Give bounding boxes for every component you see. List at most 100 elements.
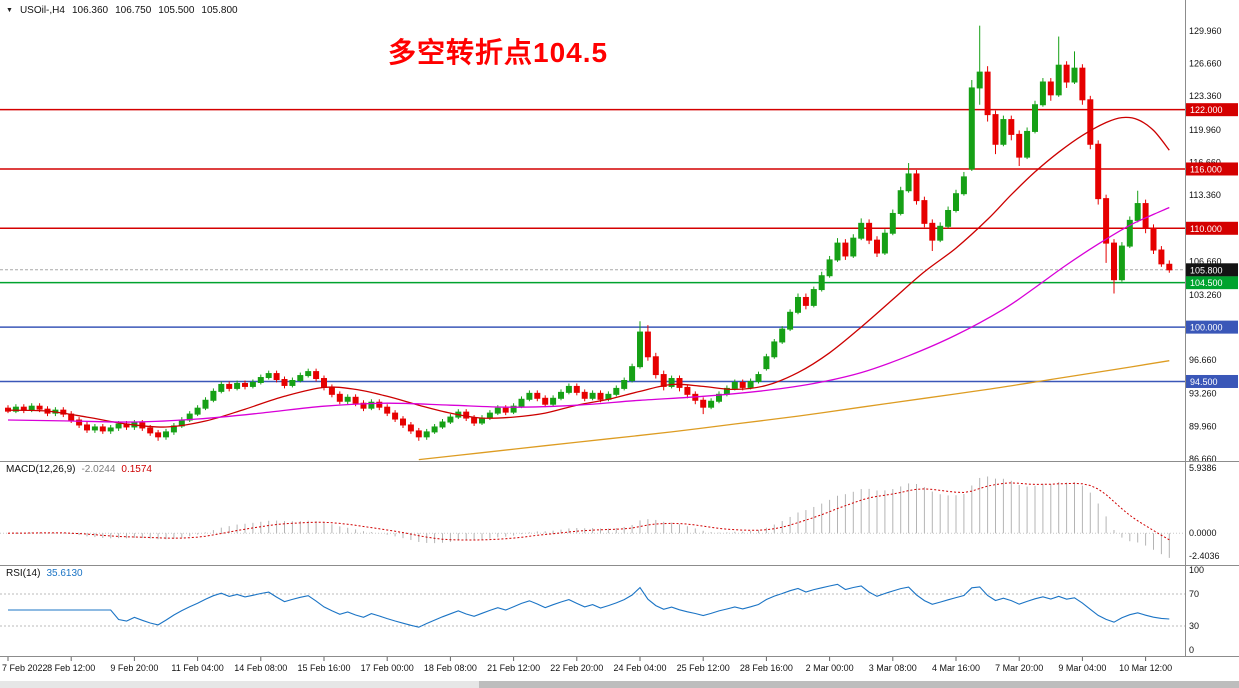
price-axis-label: 123.360 [1189, 91, 1222, 101]
candle-body [1047, 81, 1054, 96]
candle-body [1134, 203, 1141, 221]
scrollbar-thumb[interactable] [479, 681, 1239, 688]
price-axis-label: 129.960 [1189, 26, 1222, 36]
candle-body [613, 387, 620, 395]
candle-body [1150, 227, 1157, 251]
candle-body [968, 87, 975, 170]
rsi-label: RSI(14) [6, 568, 41, 579]
candle-body [731, 381, 738, 389]
time-axis-label: 8 Feb 12:00 [47, 663, 95, 673]
candle-body [463, 411, 470, 419]
candle-body [368, 401, 375, 409]
candle-body [471, 417, 478, 424]
candle-body [226, 383, 233, 389]
candle-body [842, 242, 849, 257]
candle-body [858, 222, 865, 239]
candle-body [1024, 130, 1031, 158]
time-axis-label: 10 Mar 12:00 [1119, 663, 1172, 673]
svg-text:105.800: 105.800 [1190, 265, 1223, 275]
candle-body [328, 386, 335, 395]
candle-body [652, 356, 659, 376]
candle-body [534, 392, 541, 399]
candle-body [992, 114, 999, 145]
candle-body [937, 225, 944, 241]
chart-header: ▼ USOil-,H4 106.360 106.750 105.500 105.… [6, 5, 238, 16]
candle-body [91, 426, 98, 431]
svg-text:94.500: 94.500 [1190, 377, 1218, 387]
candle-body [755, 374, 762, 382]
price-axis-label: 93.260 [1189, 389, 1217, 399]
time-axis-label: 21 Feb 12:00 [487, 663, 540, 673]
candle-body [36, 405, 43, 410]
candle-body [202, 399, 209, 409]
candle-body [960, 176, 967, 195]
candle-body [415, 430, 422, 438]
time-axis-label: 22 Feb 20:00 [550, 663, 603, 673]
candle-body [376, 401, 383, 408]
macd-label: MACD(12,26,9) [6, 464, 76, 475]
ohlc-high-value: 106.750 [115, 5, 152, 16]
candle-body [107, 427, 114, 432]
candle-body [28, 405, 35, 411]
candle-body [550, 397, 557, 405]
candle-body [929, 222, 936, 241]
candle-body [526, 392, 533, 400]
candle-body [115, 423, 122, 429]
rsi-line [8, 583, 1170, 628]
candle-body [984, 71, 991, 116]
candle-body [1039, 81, 1046, 106]
svg-text:116.000: 116.000 [1190, 164, 1222, 174]
time-axis-label: 7 Feb 2022 [2, 663, 48, 673]
ohlc-open-value: 106.360 [71, 5, 109, 16]
candle-body [1071, 67, 1078, 83]
candle-body [866, 222, 873, 241]
time-axis-label: 14 Feb 08:00 [234, 663, 287, 673]
rsi-current-value: 35.6130 [46, 568, 83, 579]
candle-body [629, 366, 636, 381]
horizontal-scrollbar[interactable] [0, 681, 1239, 688]
price-badge-116.000 [1186, 162, 1238, 176]
rsi-scale-label: 100 [1189, 565, 1204, 575]
ma-slow-orange [418, 360, 1170, 461]
candle-body [558, 391, 564, 399]
price-axis-label: 89.960 [1189, 421, 1217, 431]
price-axis-label: 119.960 [1189, 125, 1221, 135]
candle-body [265, 373, 272, 379]
candle-body [447, 416, 454, 423]
candle-body [826, 259, 833, 277]
candle-body [99, 426, 106, 432]
candle-body [431, 426, 438, 433]
candle-body [637, 331, 643, 368]
price-axis-label: 113.360 [1189, 190, 1221, 200]
price-badge-100.000 [1186, 320, 1238, 334]
candle-body [889, 212, 896, 234]
candle-body [289, 379, 296, 386]
candle-body [1000, 119, 1007, 145]
candle-body [344, 396, 351, 402]
time-axis-label: 7 Mar 20:00 [995, 663, 1043, 673]
candle-body [1142, 203, 1149, 229]
candle-body [12, 406, 19, 412]
macd-scale-zero: 0.0000 [1189, 528, 1217, 538]
candle-body [281, 379, 288, 386]
candle-body [1103, 198, 1110, 244]
candle-body [486, 412, 493, 419]
candle-body [273, 373, 280, 381]
candle-body [913, 173, 920, 202]
price-badge-104.500 [1186, 276, 1238, 290]
time-axis-label: 17 Feb 00:00 [361, 663, 414, 673]
candle-body [321, 378, 327, 388]
candle-body [336, 393, 343, 402]
candle-body [407, 424, 414, 432]
symbol-dropdown-icon[interactable]: ▼ [6, 7, 13, 14]
candle-body [716, 393, 722, 402]
candle-body [700, 399, 707, 408]
price-axis-label: 116.660 [1189, 157, 1221, 167]
candle-body [976, 71, 983, 89]
price-badge-105.800 [1186, 263, 1238, 277]
price-axis-label: 106.660 [1189, 256, 1222, 266]
rsi-scale-label: 30 [1189, 621, 1199, 631]
macd-signal-line [7, 482, 1170, 541]
